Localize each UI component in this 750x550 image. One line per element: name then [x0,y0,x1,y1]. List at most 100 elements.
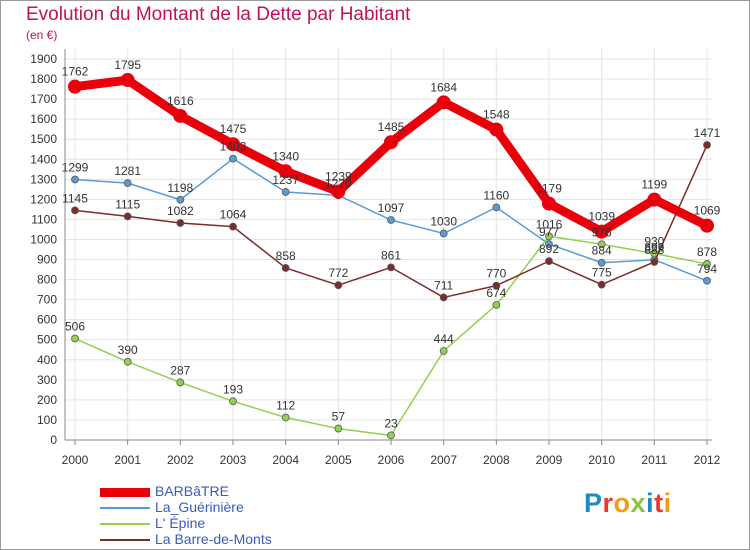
data-label: 1082 [167,204,194,218]
data-point [387,216,395,224]
x-tick-label: 2008 [483,453,510,467]
data-label: 1039 [588,210,615,224]
chart-title: Evolution du Montant de la Dette par Hab… [26,4,411,25]
data-label: 892 [539,242,559,256]
x-tick-label: 2003 [220,453,247,467]
data-point [439,347,448,355]
data-point [387,263,395,272]
y-tick-label: 1200 [30,192,57,206]
data-point [545,232,553,241]
logo-letter: o [613,488,631,518]
data-point [597,280,606,289]
y-tick-label: 1700 [30,92,57,106]
logo-letter: P [584,488,603,518]
data-label: 1299 [62,161,89,175]
data-point [71,334,79,343]
data-point [229,154,237,163]
data-point [597,240,606,249]
data-point [387,431,395,440]
data-label: 1684 [430,80,457,94]
legend-swatch-la-barre-de-monts [100,539,150,541]
y-tick-label: 300 [37,373,57,387]
data-label: 674 [486,286,506,300]
x-tick-label: 2012 [694,453,721,467]
data-label: 930 [644,235,664,249]
legend-swatch-barbatre [100,488,150,497]
y-tick-label: 1900 [30,52,57,66]
data-point [492,281,501,290]
data-point [650,258,659,266]
logo-letter: x [630,488,647,518]
data-label: 1237 [272,173,299,187]
data-label: 193 [223,382,243,396]
data-point [278,164,293,179]
data-point [439,293,448,302]
data-label: 390 [118,343,138,357]
y-tick-label: 0 [50,433,57,447]
data-label: 1199 [641,178,667,192]
legend-label: L' Épine [155,515,206,531]
data-label: 1160 [483,188,509,202]
data-label: 1064 [220,208,247,222]
data-point [176,378,185,387]
x-tick-label: 2009 [536,453,563,467]
data-point [176,195,185,204]
data-label: 444 [434,332,454,346]
data-point [173,108,188,123]
x-tick-label: 2011 [641,453,667,467]
data-label: 506 [65,320,85,334]
y-tick-label: 1000 [30,232,57,246]
data-label: 1403 [220,140,247,154]
data-label: 1340 [272,149,299,163]
data-label: 899 [644,241,664,255]
data-label: 977 [539,225,559,239]
data-point [229,397,237,406]
data-point [334,281,343,290]
data-label: 711 [434,278,453,292]
logo-letter: r [602,488,614,518]
y-tick-label: 1600 [30,112,57,126]
data-label: 1069 [694,204,721,218]
data-point [492,203,501,212]
data-point [281,188,290,196]
data-label: 1198 [167,181,193,195]
data-point [594,224,609,239]
data-point [123,179,132,188]
x-tick-label: 2000 [62,453,89,467]
data-point [703,141,711,149]
data-point [489,122,504,137]
data-point [334,424,343,433]
x-tick-label: 2010 [588,453,615,467]
legend-label: La_Guérinière [155,499,244,515]
data-label: 884 [592,244,612,258]
data-label: 1762 [62,65,89,79]
y-tick-label: 500 [37,333,57,347]
data-label: 1485 [378,120,405,134]
data-point [229,222,237,231]
data-label: 1239 [325,170,352,184]
data-point [120,73,135,88]
data-point [71,175,79,184]
y-tick-label: 1100 [31,212,57,226]
data-label: 1548 [483,108,510,122]
data-label: 858 [276,249,296,263]
data-point [281,264,290,272]
data-point [123,357,132,366]
chart-subtitle: (en €) [26,28,58,42]
y-tick-label: 900 [37,253,57,267]
data-label: 1220 [325,176,352,190]
data-point [68,79,82,94]
data-label: 976 [592,225,612,239]
y-tick-label: 600 [37,313,57,327]
data-point [436,95,451,110]
legend-label: BARBâTRE [155,483,229,499]
data-point [545,240,553,248]
data-label: 1179 [536,182,562,196]
data-label: 1115 [115,197,140,211]
data-point [176,219,185,227]
data-label: 1616 [167,94,194,108]
x-tick-label: 2007 [430,453,457,467]
x-tick-label: 2006 [378,453,405,467]
y-tick-label: 700 [37,293,57,307]
